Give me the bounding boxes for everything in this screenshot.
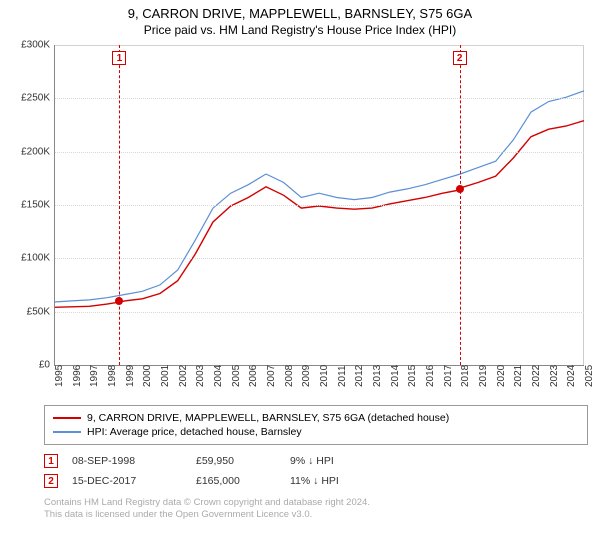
y-axis [54, 45, 55, 365]
sale-pct: 11% ↓ HPI [290, 475, 380, 487]
y-axis-label: £100K [10, 253, 50, 264]
gridline [54, 98, 584, 99]
legend-box: 9, CARRON DRIVE, MAPPLEWELL, BARNSLEY, S… [44, 405, 588, 445]
x-axis-label: 2025 [584, 365, 600, 387]
legend-item: HPI: Average price, detached house, Barn… [53, 425, 579, 439]
sale-pct: 9% ↓ HPI [290, 455, 380, 467]
y-axis-label: £300K [10, 40, 50, 51]
marker-box-1: 1 [112, 51, 126, 65]
marker-point [115, 297, 123, 305]
legend-item: 9, CARRON DRIVE, MAPPLEWELL, BARNSLEY, S… [53, 411, 579, 425]
footer-line-1: Contains HM Land Registry data © Crown c… [44, 497, 588, 509]
y-axis-label: £250K [10, 93, 50, 104]
chart-subtitle: Price paid vs. HM Land Registry's House … [0, 21, 600, 41]
marker-point [456, 185, 464, 193]
marker-vline [460, 45, 461, 365]
footer-attribution: Contains HM Land Registry data © Crown c… [44, 497, 588, 522]
legend-label: 9, CARRON DRIVE, MAPPLEWELL, BARNSLEY, S… [87, 412, 449, 424]
sale-date: 15-DEC-2017 [72, 475, 182, 487]
y-axis-label: £0 [10, 360, 50, 371]
legend-swatch-1 [53, 431, 81, 433]
y-axis-label: £200K [10, 146, 50, 157]
table-row: 2 15-DEC-2017 £165,000 11% ↓ HPI [44, 471, 588, 491]
chart-title: 9, CARRON DRIVE, MAPPLEWELL, BARNSLEY, S… [0, 0, 600, 21]
legend-label: HPI: Average price, detached house, Barn… [87, 426, 302, 438]
footer-line-2: This data is licensed under the Open Gov… [44, 509, 588, 521]
series-svg [54, 46, 584, 366]
gridline [54, 45, 584, 46]
chart-container: 9, CARRON DRIVE, MAPPLEWELL, BARNSLEY, S… [0, 0, 600, 560]
y-axis-label: £50K [10, 306, 50, 317]
sale-price: £59,950 [196, 455, 276, 467]
gridline [54, 258, 584, 259]
chart-area: £0£50K£100K£150K£200K£250K£300K199519961… [10, 41, 590, 401]
gridline [54, 152, 584, 153]
marker-vline [119, 45, 120, 365]
y-axis-label: £150K [10, 200, 50, 211]
table-row: 1 08-SEP-1998 £59,950 9% ↓ HPI [44, 451, 588, 471]
sale-marker-2: 2 [44, 474, 58, 488]
sale-date: 08-SEP-1998 [72, 455, 182, 467]
sale-price: £165,000 [196, 475, 276, 487]
gridline [54, 205, 584, 206]
sales-table: 1 08-SEP-1998 £59,950 9% ↓ HPI 2 15-DEC-… [44, 451, 588, 491]
marker-box-2: 2 [453, 51, 467, 65]
legend-swatch-0 [53, 417, 81, 419]
gridline [54, 312, 584, 313]
sale-marker-1: 1 [44, 454, 58, 468]
